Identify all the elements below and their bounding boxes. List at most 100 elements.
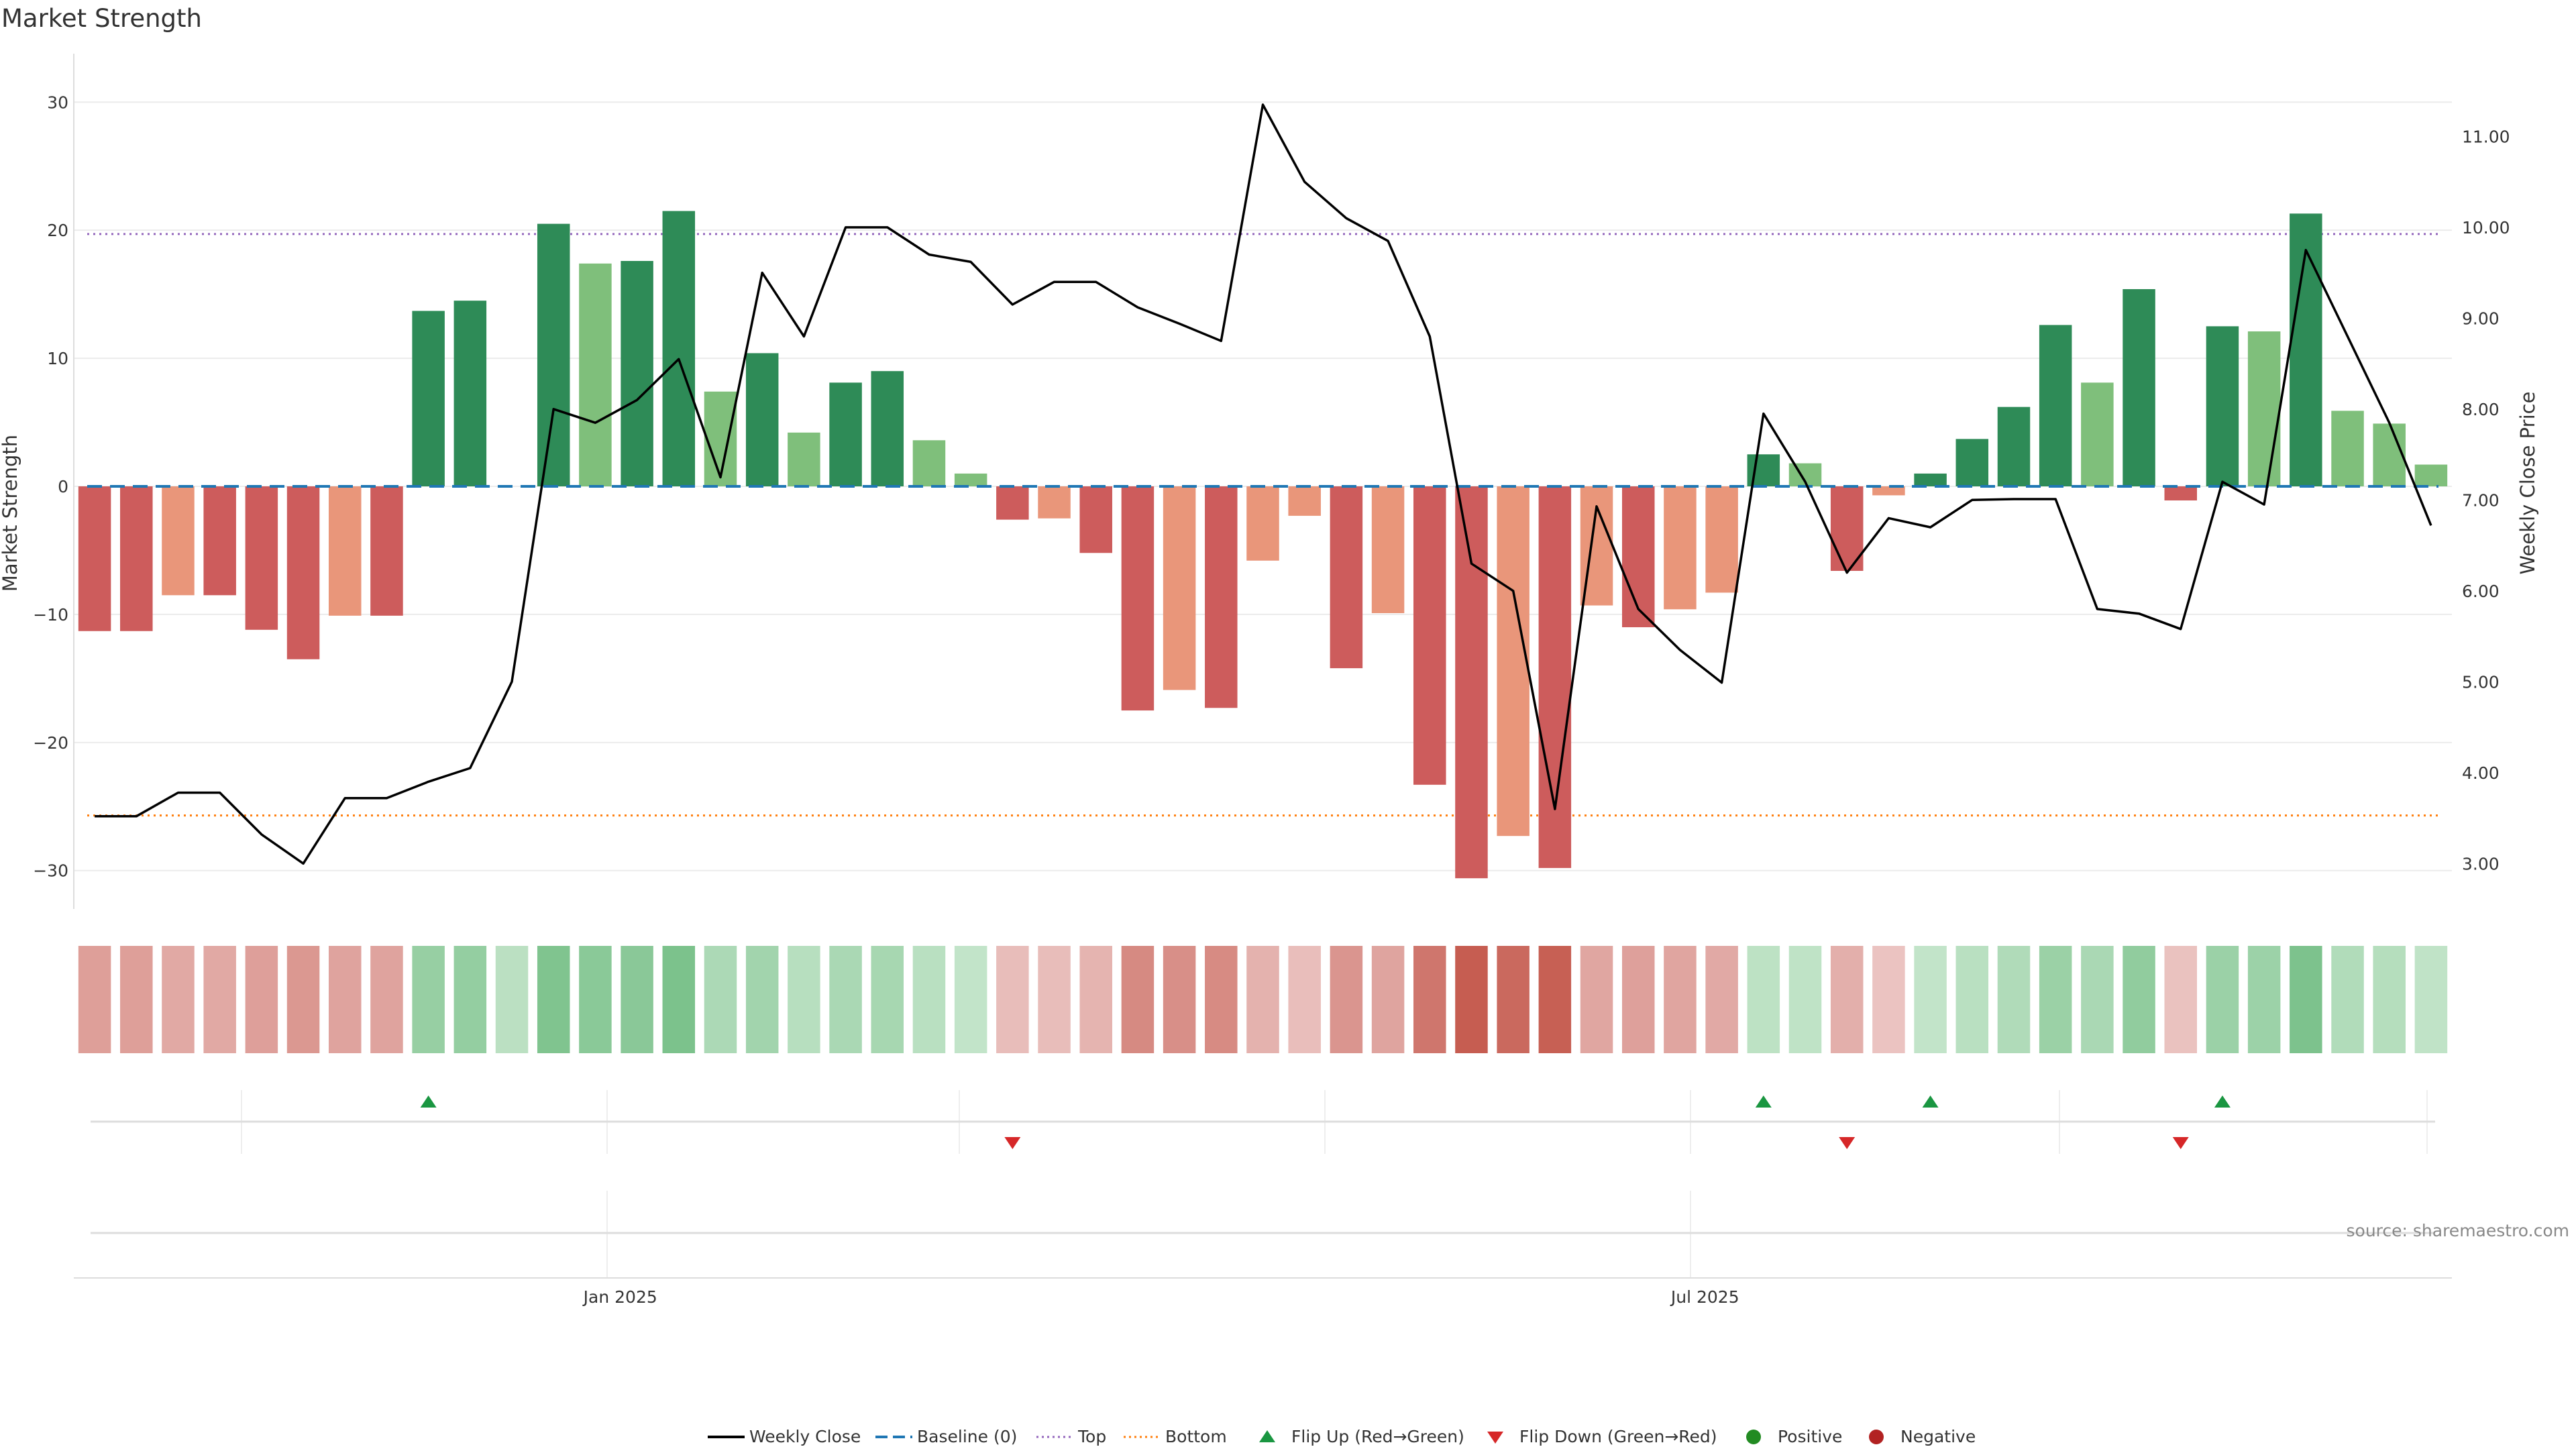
strength-bar-16 bbox=[745, 353, 779, 486]
heat-cell-37 bbox=[1621, 946, 1655, 1053]
strength-bar-6 bbox=[328, 486, 362, 616]
strength-bar-4 bbox=[245, 486, 278, 630]
strength-bar-48 bbox=[2081, 382, 2114, 486]
legend-swatch-positive bbox=[1746, 1430, 1761, 1444]
strength-bar-19 bbox=[871, 371, 904, 486]
heat-cell-36 bbox=[1580, 946, 1613, 1053]
strength-bar-35 bbox=[1538, 486, 1572, 868]
strength-bar-12 bbox=[579, 263, 612, 486]
heat-cell-48 bbox=[2081, 946, 2114, 1053]
heat-cell-27 bbox=[1205, 946, 1238, 1053]
strength-bar-1 bbox=[120, 486, 153, 631]
heat-cell-55 bbox=[2373, 946, 2406, 1053]
strength-bar-34 bbox=[1497, 486, 1529, 837]
heat-cell-4 bbox=[245, 946, 278, 1053]
legend-label-2: Top bbox=[1077, 1427, 1106, 1446]
strength-bar-49 bbox=[2123, 289, 2155, 486]
heat-cell-19 bbox=[871, 946, 904, 1053]
heat-cell-5 bbox=[286, 946, 320, 1053]
strength-bar-11 bbox=[537, 223, 570, 486]
left-tick-label-5: −20 bbox=[33, 733, 68, 753]
heat-cell-18 bbox=[829, 946, 862, 1053]
source-note: source: sharemaestro.com bbox=[2347, 1221, 2570, 1240]
strength-bar-52 bbox=[2247, 331, 2281, 486]
heat-cell-1 bbox=[120, 946, 153, 1053]
strength-bar-20 bbox=[912, 440, 946, 486]
heat-strip bbox=[78, 946, 2448, 1053]
strength-bar-25 bbox=[1121, 486, 1155, 711]
heat-cell-49 bbox=[2123, 946, 2155, 1053]
heat-cell-39 bbox=[1705, 946, 1738, 1053]
heat-cell-9 bbox=[453, 946, 487, 1053]
heat-cell-56 bbox=[2414, 946, 2448, 1053]
strength-bar-43 bbox=[1872, 486, 1905, 496]
heat-cell-15 bbox=[704, 946, 737, 1053]
heat-cell-14 bbox=[662, 946, 696, 1053]
strength-bars bbox=[78, 211, 2448, 879]
strength-bar-33 bbox=[1455, 486, 1488, 879]
strength-bar-26 bbox=[1163, 486, 1196, 690]
strength-bar-8 bbox=[412, 311, 445, 486]
flip-markers bbox=[91, 1090, 2435, 1154]
flip-up-marker-0 bbox=[420, 1095, 437, 1108]
heat-cell-34 bbox=[1497, 946, 1529, 1053]
heat-cell-20 bbox=[912, 946, 946, 1053]
heat-cell-29 bbox=[1288, 946, 1321, 1053]
flip-down-marker-2 bbox=[2172, 1137, 2189, 1149]
strength-bar-2 bbox=[162, 486, 195, 596]
left-axis-label: Market Strength bbox=[0, 435, 21, 592]
legend-swatch-negative bbox=[1869, 1430, 1884, 1444]
strength-bar-21 bbox=[954, 473, 987, 486]
heat-cell-24 bbox=[1079, 946, 1112, 1053]
heat-cell-38 bbox=[1664, 946, 1697, 1053]
heat-cell-51 bbox=[2206, 946, 2239, 1053]
flip-down-marker-0 bbox=[1004, 1137, 1021, 1149]
legend-label-5: Flip Down (Green→Red) bbox=[1519, 1427, 1717, 1446]
legend-label-7: Negative bbox=[1900, 1427, 1976, 1446]
right-axis-label: Weekly Close Price bbox=[2516, 392, 2539, 575]
right-tick-label-6: 5.00 bbox=[2462, 672, 2500, 692]
heat-cell-2 bbox=[162, 946, 195, 1053]
heat-cell-22 bbox=[996, 946, 1029, 1053]
heat-cell-0 bbox=[78, 946, 111, 1053]
heat-cell-52 bbox=[2247, 946, 2281, 1053]
flip-up-marker-2 bbox=[1922, 1095, 1939, 1108]
strength-bar-37 bbox=[1621, 486, 1655, 627]
flip-down-marker-1 bbox=[1839, 1137, 1856, 1149]
right-tick-label-4: 7.00 bbox=[2462, 490, 2500, 510]
heat-cell-6 bbox=[328, 946, 362, 1053]
strength-bar-14 bbox=[662, 211, 696, 486]
heat-cell-28 bbox=[1246, 946, 1279, 1053]
left-tick-label-2: 10 bbox=[47, 349, 68, 368]
heat-cell-17 bbox=[788, 946, 820, 1053]
legend-label-4: Flip Up (Red→Green) bbox=[1291, 1427, 1464, 1446]
strength-bar-45 bbox=[1955, 439, 1989, 486]
heat-cell-43 bbox=[1872, 946, 1905, 1053]
left-tick-label-6: −30 bbox=[33, 861, 68, 881]
time-tick-label-0: Jan 2025 bbox=[582, 1287, 657, 1307]
strength-bar-13 bbox=[621, 261, 653, 486]
left-tick-label-0: 30 bbox=[47, 93, 68, 112]
right-axis: 11.00 10.00 9.00 8.00 7.00 6.00 5.00 4.00 3.00 We… bbox=[2462, 127, 2539, 873]
strength-bar-22 bbox=[996, 486, 1029, 520]
heat-cell-25 bbox=[1121, 946, 1155, 1053]
heat-cell-16 bbox=[745, 946, 779, 1053]
time-axis: Jan 2025 Jul 2025 bbox=[74, 1191, 2452, 1307]
right-tick-label-8: 3.00 bbox=[2462, 854, 2500, 873]
chart-title: Market Strength bbox=[1, 4, 202, 33]
strength-bar-18 bbox=[829, 382, 862, 486]
strength-bar-15 bbox=[704, 391, 737, 486]
left-tick-label-1: 20 bbox=[47, 221, 68, 240]
right-tick-label-0: 11.00 bbox=[2462, 127, 2510, 146]
legend-label-0: Weekly Close bbox=[749, 1427, 861, 1446]
strength-bar-46 bbox=[1997, 407, 2031, 486]
strength-bar-29 bbox=[1288, 486, 1321, 516]
left-tick-label-4: −10 bbox=[33, 605, 68, 625]
heat-cell-35 bbox=[1538, 946, 1572, 1053]
heat-cell-41 bbox=[1788, 946, 1822, 1053]
right-tick-label-7: 4.00 bbox=[2462, 763, 2500, 783]
heat-cell-30 bbox=[1330, 946, 1363, 1053]
heat-cell-8 bbox=[412, 946, 445, 1053]
strength-bar-17 bbox=[788, 432, 820, 486]
legend-label-1: Baseline (0) bbox=[917, 1427, 1017, 1446]
